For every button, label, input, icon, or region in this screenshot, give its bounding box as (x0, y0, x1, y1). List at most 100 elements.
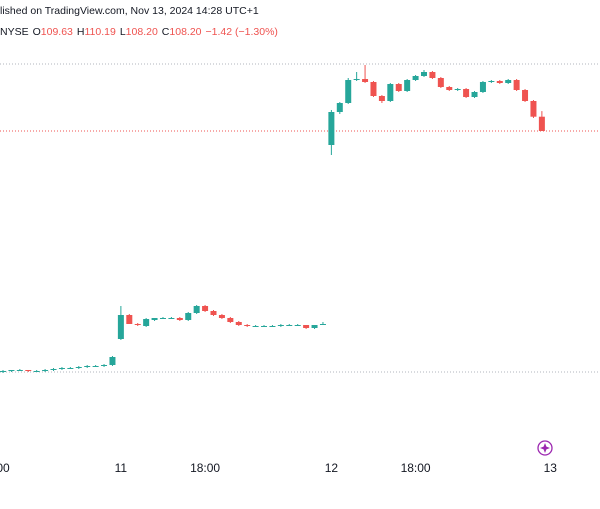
candle (244, 324, 251, 327)
candle (429, 71, 436, 79)
candle (227, 317, 234, 323)
candle (513, 79, 520, 91)
candle-body (16, 370, 23, 371)
candle (50, 368, 57, 371)
candle (277, 324, 284, 327)
candle-body (513, 80, 520, 90)
candle (168, 317, 175, 319)
candle-body (143, 319, 150, 326)
candle (42, 369, 49, 372)
candle-body (303, 325, 310, 328)
ohlc-value: 108.20 (169, 26, 201, 38)
candle (117, 306, 124, 340)
candle-body (193, 306, 200, 313)
candle (387, 83, 394, 102)
candle (479, 81, 486, 93)
ohlc-legend: NYSE O109.63 H110.19 L108.20 C108.20 −1.42 (−… (0, 26, 278, 38)
candle-body (404, 80, 411, 91)
candle-body (378, 96, 385, 101)
candle (412, 75, 419, 81)
candle (454, 88, 461, 91)
candle-body (218, 315, 225, 318)
candle-body (336, 103, 343, 112)
x-tick-label: 12 (325, 461, 339, 475)
candle-body (8, 370, 15, 371)
candle-body (479, 82, 486, 92)
candle (210, 310, 217, 316)
candle-body (505, 80, 512, 83)
candle (218, 314, 225, 319)
candle (16, 369, 23, 371)
ohlc-label: O (33, 26, 41, 38)
candle-body (168, 318, 175, 319)
candle (101, 364, 108, 367)
candle-body (67, 368, 74, 369)
candle (159, 317, 166, 319)
candle (395, 83, 402, 92)
candle-body (488, 81, 495, 82)
candle (8, 370, 15, 372)
candle (471, 91, 478, 98)
candle-body (126, 315, 133, 324)
ohlc-value: 109.63 (41, 26, 73, 38)
candle (185, 312, 192, 321)
publish-note: lished on TradingView.com, Nov 13, 2024 … (0, 5, 259, 17)
candle-body (387, 84, 394, 101)
candle (75, 366, 82, 369)
candle-body (252, 326, 259, 327)
candle-body (286, 325, 293, 326)
candle-body (244, 325, 251, 326)
candle (353, 72, 360, 81)
candle (311, 325, 318, 329)
candle (25, 370, 32, 372)
ohlc-value: 108.20 (126, 26, 158, 38)
candle (336, 102, 343, 114)
candle (378, 95, 385, 103)
candle-body (235, 322, 242, 325)
candle-body (134, 324, 141, 325)
candle-body (412, 76, 419, 80)
candle (0, 370, 6, 373)
candle (235, 321, 242, 326)
candle-body (50, 369, 57, 370)
candle-body (33, 371, 40, 372)
ohlc-label: H (77, 26, 85, 38)
candle-body (159, 318, 166, 319)
candle-body (210, 311, 217, 315)
candle (303, 325, 310, 329)
marker-ring (537, 440, 553, 456)
candle-body (522, 90, 529, 101)
candle (252, 325, 259, 327)
candle (370, 81, 377, 97)
candle-body (227, 318, 234, 322)
candle (261, 325, 268, 327)
candle-body (530, 101, 537, 117)
candle (286, 324, 293, 326)
candle (84, 365, 91, 368)
marker-star (540, 443, 550, 453)
candle-body (0, 371, 6, 372)
purple-marker[interactable] (537, 440, 553, 456)
candle-body (421, 72, 427, 76)
candle-body (345, 80, 352, 103)
candle-body (471, 92, 478, 97)
candle-body (277, 325, 284, 326)
candle-body (58, 368, 65, 369)
candle-body (176, 318, 183, 320)
x-tick-label: 00 (0, 461, 10, 475)
candle-body (328, 112, 335, 145)
candle-body (429, 72, 436, 78)
candle-body (362, 79, 369, 82)
candle (92, 365, 99, 367)
candle-body (496, 81, 503, 83)
candle-body (463, 89, 470, 97)
candle-body (395, 84, 402, 91)
x-tick-label: 18:00 (401, 461, 431, 475)
candle-body (454, 89, 461, 90)
ohlc-value: 110.19 (84, 26, 115, 38)
candle (404, 79, 411, 92)
change: −1.42 (−1.30%) (206, 26, 278, 38)
candle (345, 78, 352, 104)
